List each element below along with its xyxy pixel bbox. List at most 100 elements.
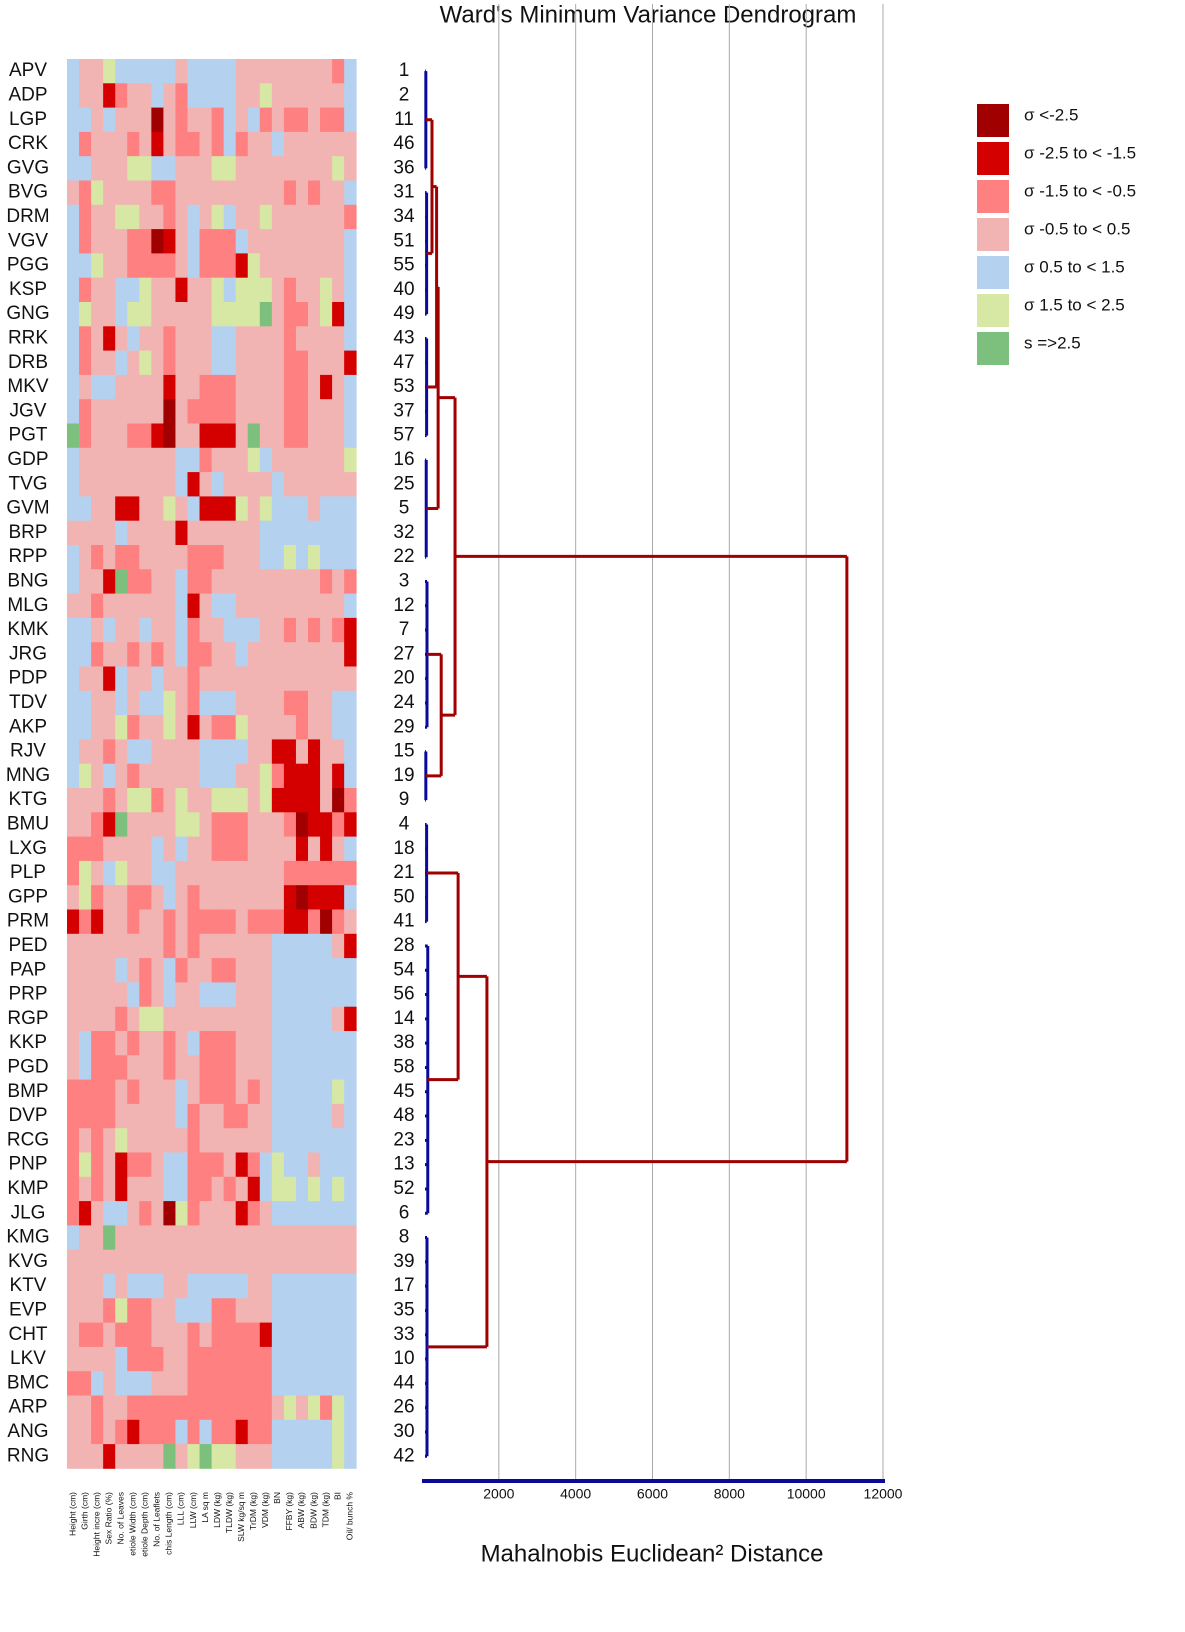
- heatmap-cell: [127, 180, 140, 206]
- heatmap-cell: [91, 204, 104, 230]
- heatmap-cell: [344, 812, 357, 837]
- dendrogram-link: [438, 396, 457, 717]
- row-label: LGP: [9, 109, 47, 130]
- heatmap-cell: [235, 1298, 249, 1323]
- heatmap-cell: [259, 1152, 273, 1178]
- heatmap-cell: [127, 1419, 140, 1445]
- heatmap-cell: [127, 1103, 140, 1129]
- heatmap-cell: [332, 1444, 345, 1469]
- heatmap-cell: [127, 982, 140, 1008]
- heatmap-cell: [115, 1103, 128, 1129]
- heatmap-cell: [79, 642, 92, 667]
- heatmap-cell: [139, 1031, 152, 1056]
- heatmap-cell: [199, 180, 212, 206]
- heatmap-cell: [163, 1079, 176, 1105]
- heatmap-cell: [67, 350, 80, 376]
- heatmap-cell: [127, 812, 140, 837]
- heatmap-cell: [79, 1006, 92, 1032]
- heatmap-cell: [187, 59, 200, 84]
- heatmap-cell: [344, 59, 357, 84]
- heatmap-cell: [332, 496, 345, 522]
- heatmap-cell: [187, 1152, 200, 1178]
- heatmap-cell: [295, 1346, 309, 1372]
- heatmap-cell: [151, 715, 164, 740]
- row-label: BMU: [7, 813, 49, 834]
- leaf-label: 7: [399, 619, 410, 640]
- heatmap-cell: [163, 1249, 176, 1275]
- heatmap-cell: [295, 1152, 309, 1178]
- leaf-label: 11: [394, 109, 414, 130]
- x-tick-label: 12000: [864, 1486, 903, 1502]
- heatmap-cell: [139, 277, 152, 303]
- heatmap-cell: [79, 253, 92, 279]
- heatmap-cell: [67, 1006, 80, 1032]
- heatmap-cell: [79, 958, 92, 983]
- heatmap-cell: [344, 107, 357, 133]
- leaf-label: 23: [393, 1129, 414, 1150]
- heatmap-cell: [271, 1055, 285, 1080]
- heatmap-cell: [91, 1371, 104, 1396]
- heatmap-cell: [67, 1346, 80, 1372]
- heatmap-cell: [115, 715, 128, 740]
- legend-label: σ -0.5 to < 0.5: [1024, 219, 1130, 238]
- heatmap-cell: [79, 1274, 92, 1299]
- heatmap-cell: [235, 83, 249, 108]
- leaf-label: 2: [399, 84, 410, 105]
- heatmap-cell: [187, 399, 200, 424]
- row-label: ADP: [8, 84, 47, 105]
- heatmap-cell: [320, 1006, 333, 1032]
- heatmap-cell: [175, 374, 188, 400]
- heatmap-cell: [139, 374, 152, 400]
- heatmap-cell: [79, 1176, 92, 1202]
- heatmap-cell: [127, 885, 140, 910]
- heatmap-cell: [332, 1152, 345, 1178]
- heatmap-cell: [344, 593, 357, 619]
- heatmap-cell: [320, 690, 333, 716]
- heatmap-cell: [187, 763, 200, 789]
- heatmap-cell: [271, 545, 285, 570]
- heatmap-cell: [127, 423, 140, 449]
- heatmap-cell: [115, 1444, 128, 1469]
- heatmap-cell: [127, 374, 140, 400]
- column-label: etiole Depth (cm): [140, 1492, 150, 1557]
- heatmap-cell: [127, 1346, 140, 1372]
- heatmap-cell: [67, 860, 80, 886]
- heatmap-cell: [235, 836, 249, 862]
- heatmap-cell: [308, 1371, 321, 1396]
- heatmap-cell: [332, 107, 345, 133]
- heatmap-cell: [103, 933, 116, 959]
- heatmap-cell: [79, 788, 92, 813]
- heatmap-cell: [175, 1346, 188, 1372]
- heatmap-cell: [115, 496, 128, 522]
- heatmap-cell: [103, 1006, 116, 1032]
- heatmap-cell: [211, 1055, 225, 1080]
- heatmap-cell: [127, 302, 140, 327]
- legend-label: σ 1.5 to < 2.5: [1024, 295, 1125, 314]
- heatmap-cell: [199, 1079, 212, 1105]
- heatmap-cell: [163, 253, 176, 279]
- heatmap-cell: [91, 156, 104, 181]
- heatmap-cell: [271, 933, 285, 959]
- heatmap-cell: [151, 326, 164, 351]
- heatmap-cell: [103, 447, 116, 473]
- heatmap-cell: [115, 1371, 128, 1396]
- heatmap-cell: [163, 666, 176, 692]
- heatmap-cell: [259, 1103, 273, 1129]
- heatmap-cell: [187, 1201, 200, 1226]
- heatmap-cell: [151, 1103, 164, 1129]
- heatmap-cell: [271, 569, 285, 594]
- heatmap-cell: [91, 642, 104, 667]
- heatmap-cell: [271, 958, 285, 983]
- column-label: LA sq m: [200, 1492, 210, 1523]
- heatmap-cell: [175, 204, 188, 230]
- row-label: KKP: [9, 1032, 47, 1053]
- heatmap-cell: [235, 1128, 249, 1153]
- heatmap-cell: [259, 1201, 273, 1226]
- heatmap-cell: [271, 180, 285, 206]
- heatmap-cell: [127, 1152, 140, 1178]
- heatmap-cell: [151, 739, 164, 765]
- heatmap-cell: [332, 1249, 345, 1275]
- heatmap-cell: [259, 326, 273, 351]
- heatmap-cell: [79, 1298, 92, 1323]
- heatmap-cell: [259, 1079, 273, 1105]
